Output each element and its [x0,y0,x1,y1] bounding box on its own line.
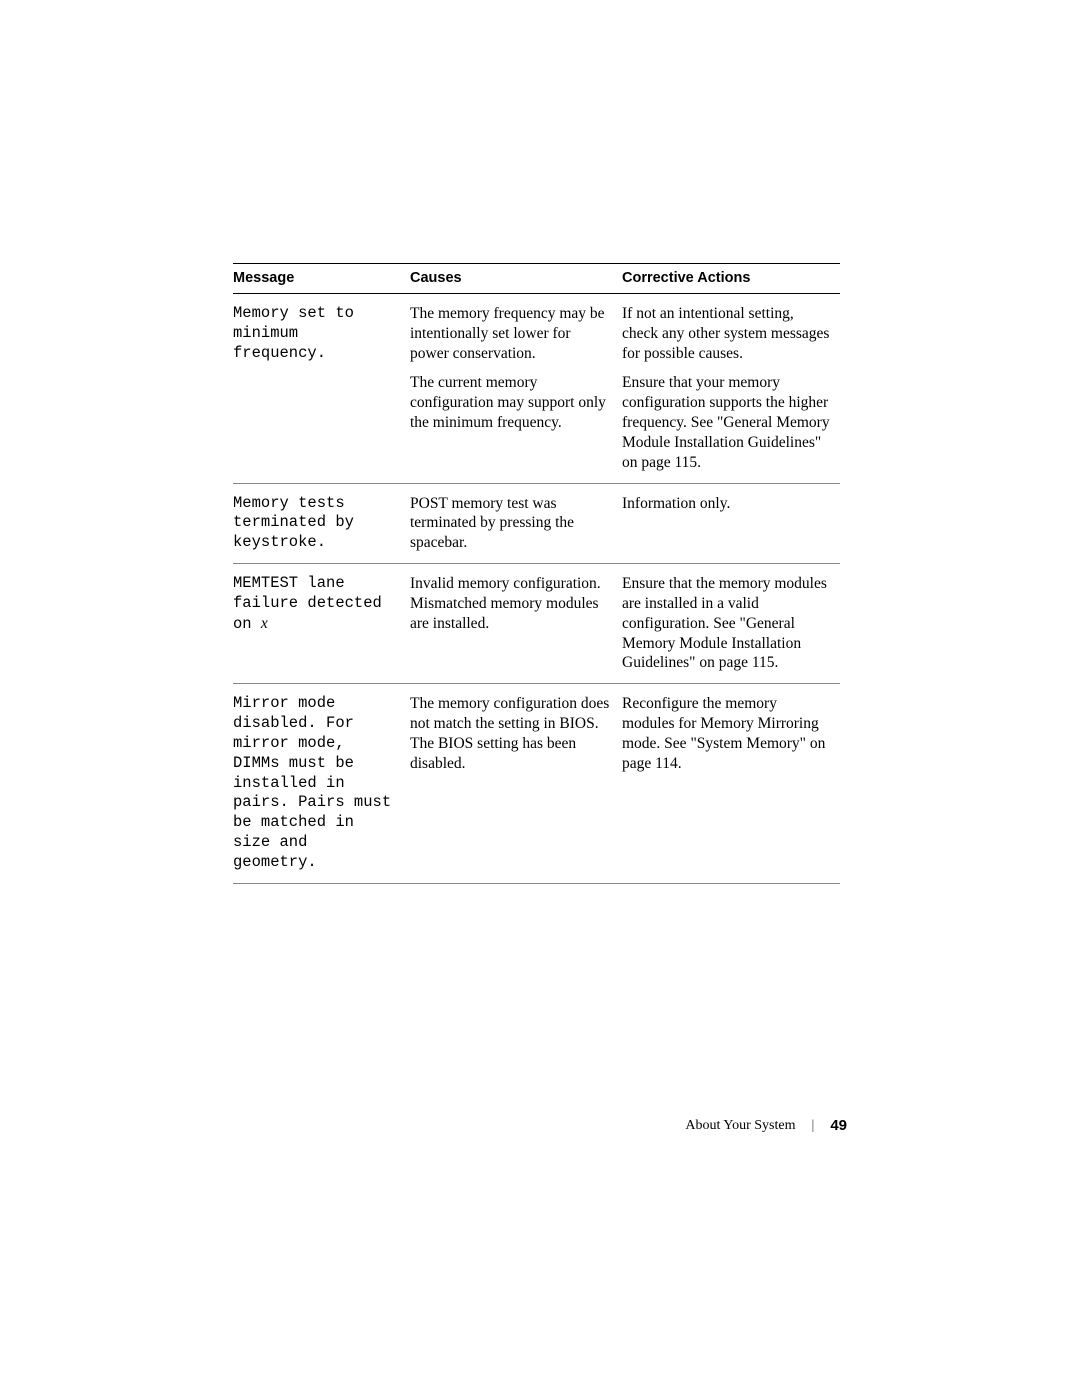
header-message: Message [233,264,410,294]
footer-section-title: About Your System [685,1118,795,1134]
table-row: MEMTEST lane failure detected on x Inval… [233,564,840,684]
table-row: Memory tests terminated by keystroke. PO… [233,483,840,563]
table-row: Memory set to minimum frequency. The mem… [233,294,840,368]
cell-action: Ensure that the memory modules are insta… [622,564,840,684]
cell-cause: POST memory test was terminated by press… [410,483,622,563]
cell-cause: The memory frequency may be intentionall… [410,294,622,368]
cell-cause: The current memory configuration may sup… [410,367,622,483]
cell-action: Information only. [622,483,840,563]
footer-divider: | [812,1118,815,1134]
header-actions: Corrective Actions [622,264,840,294]
page-footer: About Your System | 49 [685,1117,847,1134]
header-causes: Causes [410,264,622,294]
cell-message: Mirror mode disabled. For mirror mode, D… [233,684,410,883]
cell-cause: Invalid memory configuration. Mismatched… [410,564,622,684]
cell-cause: The memory configuration does not match … [410,684,622,883]
cell-message: Memory tests terminated by keystroke. [233,483,410,563]
page-content: Message Causes Corrective Actions Memory… [233,263,840,884]
page-number: 49 [830,1117,847,1134]
cell-message [233,367,410,483]
table-row: The current memory configuration may sup… [233,367,840,483]
memtest-text: MEMTEST lane failure detected on [233,574,382,633]
table-row: Mirror mode disabled. For mirror mode, D… [233,684,840,883]
cell-action: Reconfigure the memory modules for Memor… [622,684,840,883]
cell-action: If not an intentional setting, check any… [622,294,840,368]
system-messages-table: Message Causes Corrective Actions Memory… [233,263,840,884]
table-header-row: Message Causes Corrective Actions [233,264,840,294]
cell-message: Memory set to minimum frequency. [233,294,410,368]
memtest-var: x [261,615,268,632]
cell-action: Ensure that your memory configuration su… [622,367,840,483]
cell-message: MEMTEST lane failure detected on x [233,564,410,684]
